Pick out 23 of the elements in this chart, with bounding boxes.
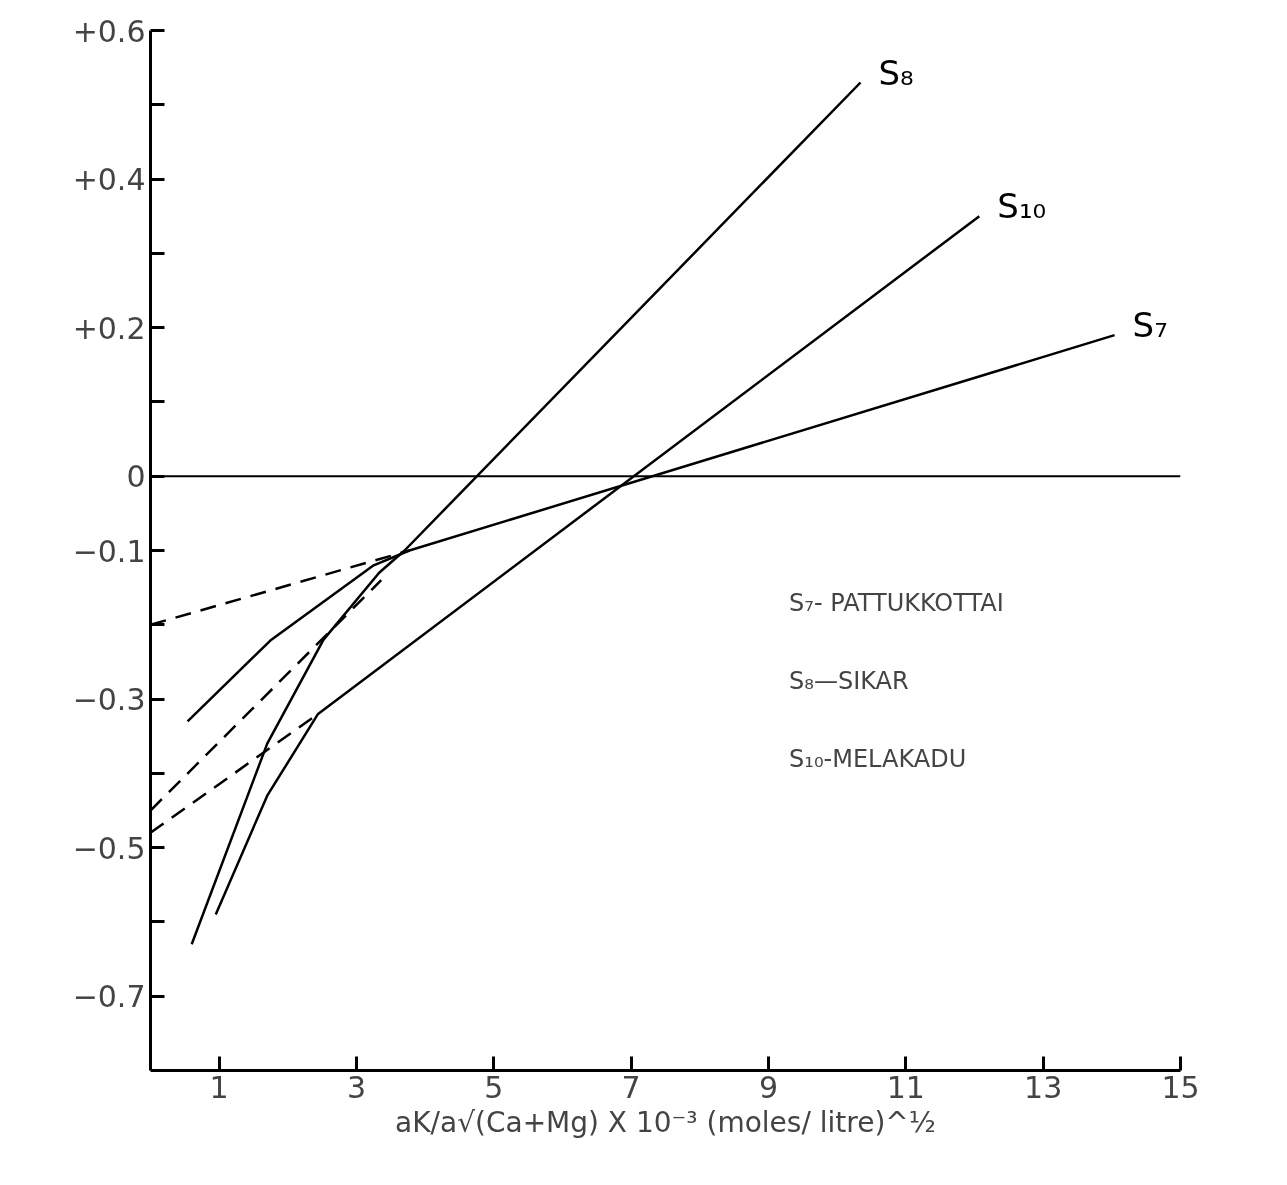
x-tick-label: 13 bbox=[1024, 1069, 1063, 1105]
y-tick-label: 0 bbox=[126, 459, 146, 495]
y-tick-label: −0.1 bbox=[72, 533, 146, 569]
y-tick-label: +0.2 bbox=[72, 310, 146, 346]
y-tick-label: −0.7 bbox=[72, 979, 146, 1015]
series-label: S₈ bbox=[878, 52, 914, 93]
x-axis-title: aK/a√(Ca+Mg) X 10⁻³ (moles/ litre)^½ bbox=[395, 1105, 936, 1139]
x-tick-label: 11 bbox=[886, 1069, 925, 1105]
series-label: S₇ bbox=[1132, 305, 1168, 346]
x-tick-label: 3 bbox=[346, 1069, 367, 1105]
x-tick-label: 9 bbox=[758, 1069, 779, 1105]
x-tick-label: 5 bbox=[484, 1069, 504, 1105]
x-tick-label: 1 bbox=[209, 1069, 229, 1105]
y-tick-label: −0.3 bbox=[72, 682, 146, 718]
x-tick-label: 15 bbox=[1161, 1069, 1200, 1105]
y-tick-label: +0.6 bbox=[72, 13, 146, 49]
annotation: S₈—SIKAR bbox=[789, 667, 909, 696]
y-tick-label: −0.5 bbox=[72, 830, 146, 866]
y-tick-label: +0.4 bbox=[72, 162, 146, 198]
x-tick-label: 7 bbox=[621, 1069, 641, 1105]
series-label: S₁₀ bbox=[997, 186, 1047, 227]
annotation: S₇- PATTUKKOTTAI bbox=[789, 589, 1004, 618]
annotation: S₁₀-MELAKADU bbox=[789, 745, 967, 774]
